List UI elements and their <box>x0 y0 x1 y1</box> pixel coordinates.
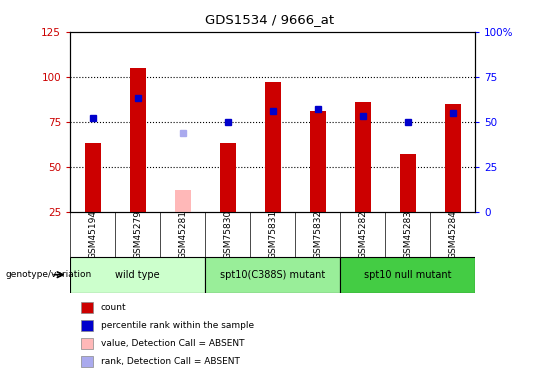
Text: rank, Detection Call = ABSENT: rank, Detection Call = ABSENT <box>101 357 240 366</box>
Text: GSM45283: GSM45283 <box>403 210 412 259</box>
Text: count: count <box>101 303 126 312</box>
Bar <box>265 82 281 212</box>
Text: GSM75830: GSM75830 <box>223 210 232 259</box>
Text: GSM75831: GSM75831 <box>268 210 277 259</box>
Text: GSM75832: GSM75832 <box>313 210 322 259</box>
Bar <box>85 144 100 212</box>
Text: GDS1534 / 9666_at: GDS1534 / 9666_at <box>205 13 335 26</box>
Bar <box>220 144 235 212</box>
Text: GSM45279: GSM45279 <box>133 210 142 259</box>
Bar <box>175 190 191 212</box>
Bar <box>355 102 370 212</box>
Text: spt10 null mutant: spt10 null mutant <box>364 270 451 280</box>
Bar <box>340 257 475 292</box>
Text: genotype/variation: genotype/variation <box>5 270 92 279</box>
Text: GSM45194: GSM45194 <box>88 210 97 259</box>
Bar <box>310 111 326 212</box>
Text: GSM45281: GSM45281 <box>178 210 187 259</box>
Text: wild type: wild type <box>116 270 160 280</box>
Bar <box>445 104 461 212</box>
Text: GSM45284: GSM45284 <box>448 210 457 259</box>
Text: spt10(C388S) mutant: spt10(C388S) mutant <box>220 270 325 280</box>
Bar <box>205 257 340 292</box>
Bar <box>400 154 416 212</box>
Text: value, Detection Call = ABSENT: value, Detection Call = ABSENT <box>101 339 245 348</box>
Text: GSM45282: GSM45282 <box>358 210 367 259</box>
Bar <box>130 68 146 212</box>
Text: percentile rank within the sample: percentile rank within the sample <box>101 321 254 330</box>
Bar <box>70 257 205 292</box>
